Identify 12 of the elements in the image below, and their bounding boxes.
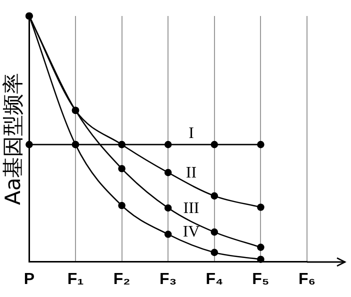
y-axis-title: Aa基因型频率 [1,72,26,206]
series-label: IV [182,224,200,241]
x-tick-label: F₆ [298,270,316,288]
x-tick-label: F₁ [67,270,84,288]
series-label: I [188,124,194,142]
x-tick-label: F₅ [252,270,270,288]
x-tick-label: P [24,270,35,288]
x-tick-label: F₄ [206,270,224,288]
series-label: II [186,164,197,182]
x-tick-label: F₂ [113,270,130,288]
series-label: III [183,200,200,218]
x-tick-label: F₃ [160,270,177,288]
